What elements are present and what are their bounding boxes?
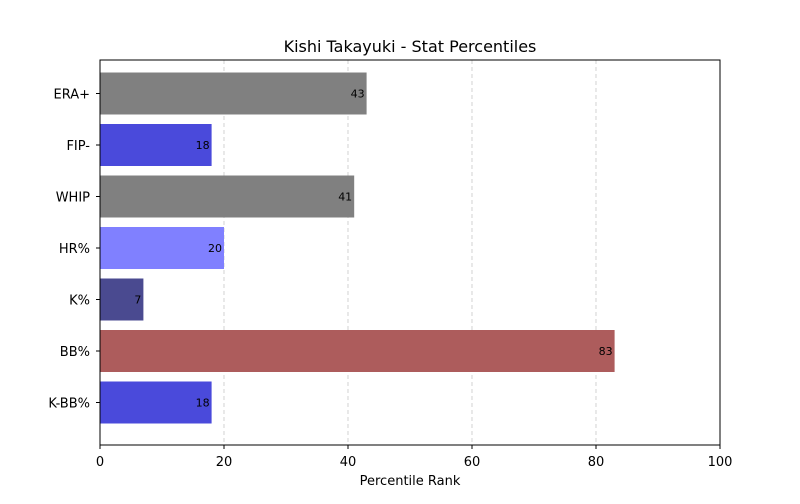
- bar: [100, 381, 212, 424]
- bar: [100, 72, 367, 115]
- bar-value-label: 43: [351, 88, 365, 101]
- bar-value-label: 41: [338, 191, 352, 204]
- x-tick-label: 40: [340, 455, 357, 470]
- bar: [100, 330, 615, 372]
- chart-title: Kishi Takayuki - Stat Percentiles: [284, 37, 537, 56]
- x-tick-label: 0: [96, 455, 104, 470]
- bar-value-label: 83: [599, 345, 613, 358]
- category-label: FIP-: [66, 139, 90, 154]
- category-label: BB%: [60, 345, 90, 360]
- bar-value-label: 18: [196, 139, 210, 152]
- axis-layer: 0 20 40 60 80 100 ERA+ FIP- WHIP HR% K% BB% K-BB%: [48, 88, 732, 471]
- x-tick-label: 100: [708, 455, 733, 470]
- bar: [100, 227, 224, 269]
- bar: [100, 175, 355, 218]
- x-tick-label: 20: [216, 455, 233, 470]
- bar-layer: 43 18 41 20 7 83 18: [100, 72, 615, 424]
- category-label: K-BB%: [48, 397, 90, 412]
- grid-layer: [223, 60, 597, 445]
- plot-frame: [99, 59, 721, 446]
- bar: [100, 124, 212, 166]
- bar: [100, 278, 144, 321]
- bar-value-label: 7: [134, 294, 141, 307]
- bar-value-label: 20: [208, 242, 222, 255]
- category-label: WHIP: [56, 191, 90, 206]
- x-axis-label: Percentile Rank: [360, 474, 461, 489]
- x-tick-label: 60: [464, 455, 481, 470]
- category-label: HR%: [59, 242, 90, 257]
- category-label: ERA+: [53, 88, 90, 103]
- category-label: K%: [69, 294, 90, 309]
- x-tick-label: 80: [588, 455, 605, 470]
- bar-value-label: 18: [196, 397, 210, 410]
